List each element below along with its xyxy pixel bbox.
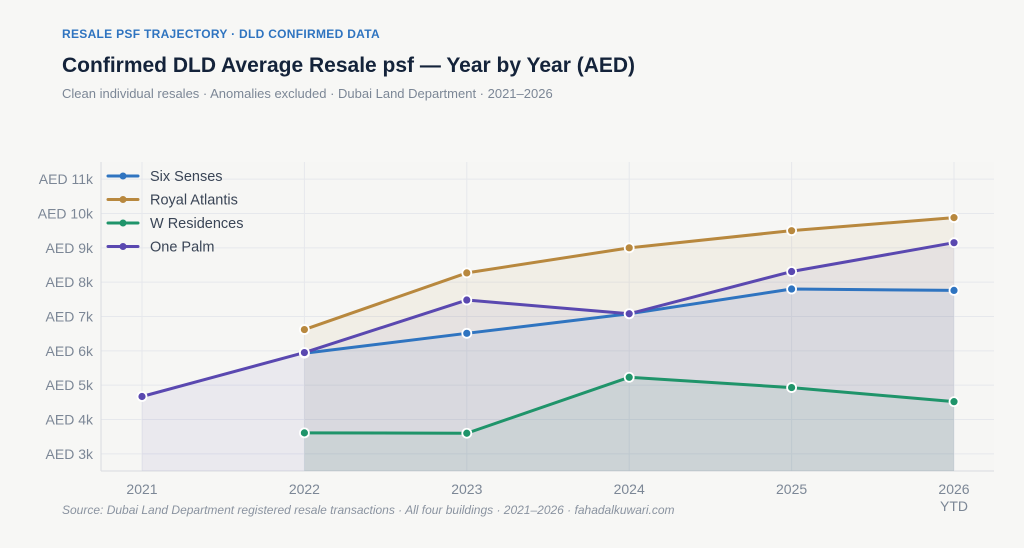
x-tick-label: 2025	[776, 481, 807, 497]
data-point	[461, 294, 473, 306]
source-note: Source: Dubai Land Department registered…	[62, 503, 675, 517]
y-tick-label: AED 4k	[46, 412, 94, 428]
legend-marker	[119, 172, 127, 180]
data-point	[786, 266, 797, 277]
series-area	[304, 377, 954, 471]
y-tick-label: AED 11k	[39, 171, 94, 187]
legend-label: One Palm	[150, 240, 214, 256]
data-point	[948, 396, 960, 408]
legend-marker	[119, 196, 127, 203]
y-tick-label: AED 9k	[46, 240, 94, 256]
data-point	[298, 427, 310, 439]
series-area	[142, 242, 954, 471]
data-point	[948, 212, 960, 224]
data-point	[461, 327, 473, 339]
data-point	[298, 324, 310, 335]
data-point	[136, 391, 148, 402]
legend-label: Royal Atlantis	[150, 193, 238, 209]
data-point	[623, 371, 635, 383]
y-tick-label: AED 10k	[38, 206, 94, 222]
chart-eyebrow: RESALE PSF TRAJECTORY · DLD CONFIRMED DA…	[62, 27, 380, 41]
series-line	[140, 241, 956, 398]
legend-marker	[119, 219, 127, 227]
x-tick-label: 2024	[614, 481, 645, 497]
y-tick-label: AED 6k	[46, 343, 94, 359]
data-point	[461, 267, 473, 279]
data-point	[623, 242, 635, 254]
data-point	[623, 308, 635, 320]
y-tick-label: AED 5k	[46, 377, 94, 393]
chart-title: Confirmed DLD Average Resale psf — Year …	[62, 54, 636, 77]
x-tick-label: 2021	[126, 481, 157, 497]
data-point	[948, 285, 960, 296]
legend-marker	[119, 243, 127, 250]
data-point	[948, 237, 960, 249]
data-point	[786, 382, 797, 393]
series-area	[304, 217, 954, 471]
legend-label: Six Senses	[150, 169, 223, 185]
legend-label: W Residences	[150, 216, 243, 232]
data-point	[786, 225, 797, 237]
x-tick-label: 2026 YTD	[938, 481, 969, 514]
data-point	[786, 283, 797, 295]
y-tick-label: AED 8k	[46, 274, 94, 290]
data-point	[461, 427, 473, 439]
y-tick-label: AED 7k	[46, 309, 94, 325]
x-tick-label: 2023	[451, 481, 482, 497]
y-tick-label: AED 3k	[46, 446, 94, 462]
data-point	[298, 347, 310, 358]
x-tick-label: 2022	[289, 481, 320, 497]
chart-subtitle: Clean individual resales · Anomalies exc…	[62, 86, 553, 101]
